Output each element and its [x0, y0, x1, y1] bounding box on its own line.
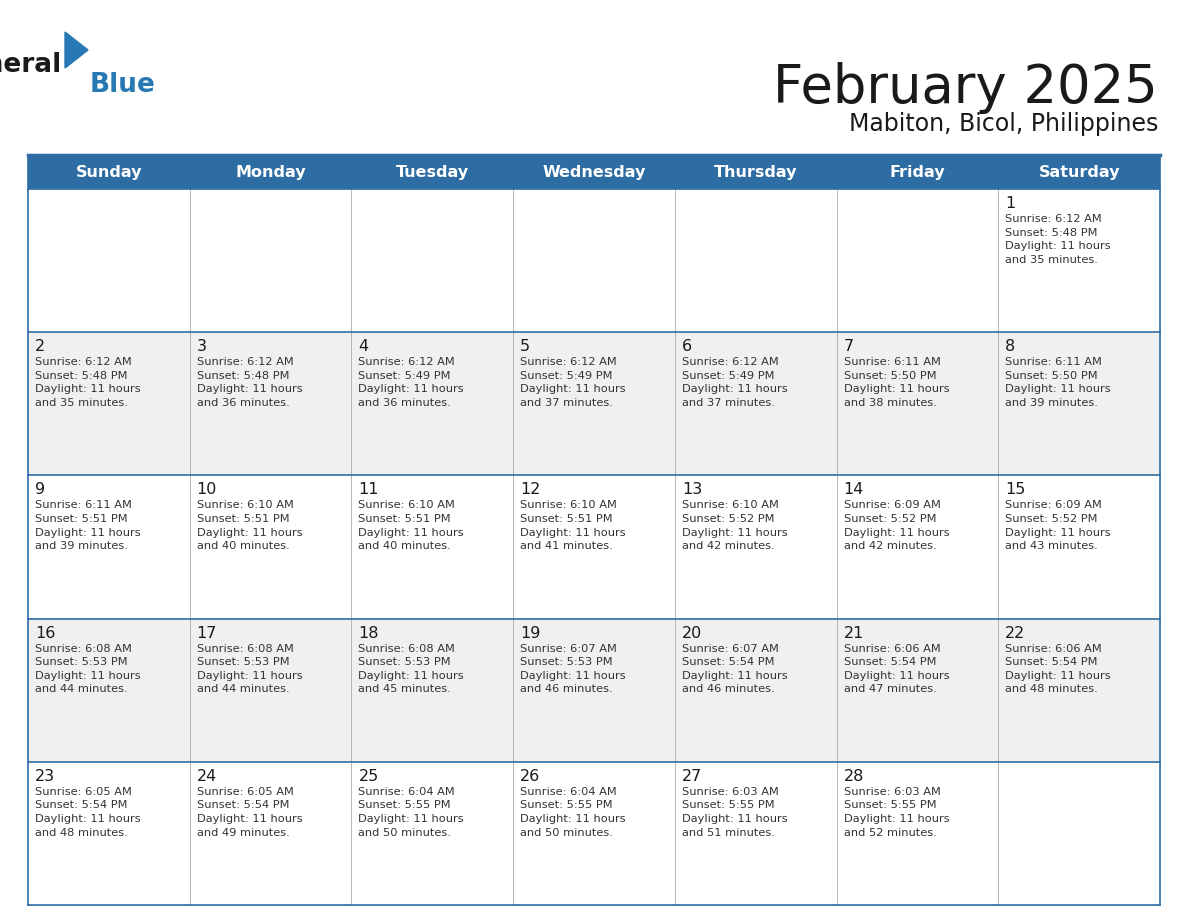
Text: Mabiton, Bicol, Philippines: Mabiton, Bicol, Philippines	[848, 112, 1158, 136]
Text: 7: 7	[843, 339, 854, 354]
Text: 5: 5	[520, 339, 530, 354]
Text: Sunrise: 6:04 AM
Sunset: 5:55 PM
Daylight: 11 hours
and 50 minutes.: Sunrise: 6:04 AM Sunset: 5:55 PM Dayligh…	[520, 787, 626, 837]
Text: Blue: Blue	[90, 72, 156, 98]
Text: 9: 9	[34, 482, 45, 498]
Text: 21: 21	[843, 625, 864, 641]
Text: Sunrise: 6:10 AM
Sunset: 5:51 PM
Daylight: 11 hours
and 40 minutes.: Sunrise: 6:10 AM Sunset: 5:51 PM Dayligh…	[197, 500, 302, 551]
Text: Sunrise: 6:08 AM
Sunset: 5:53 PM
Daylight: 11 hours
and 44 minutes.: Sunrise: 6:08 AM Sunset: 5:53 PM Dayligh…	[197, 644, 302, 694]
Text: Sunrise: 6:12 AM
Sunset: 5:49 PM
Daylight: 11 hours
and 36 minutes.: Sunrise: 6:12 AM Sunset: 5:49 PM Dayligh…	[359, 357, 465, 408]
Text: Sunrise: 6:12 AM
Sunset: 5:48 PM
Daylight: 11 hours
and 36 minutes.: Sunrise: 6:12 AM Sunset: 5:48 PM Dayligh…	[197, 357, 302, 408]
Text: Tuesday: Tuesday	[396, 164, 469, 180]
Text: Sunrise: 6:11 AM
Sunset: 5:51 PM
Daylight: 11 hours
and 39 minutes.: Sunrise: 6:11 AM Sunset: 5:51 PM Dayligh…	[34, 500, 140, 551]
Text: Sunrise: 6:11 AM
Sunset: 5:50 PM
Daylight: 11 hours
and 39 minutes.: Sunrise: 6:11 AM Sunset: 5:50 PM Dayligh…	[1005, 357, 1111, 408]
Text: Sunday: Sunday	[76, 164, 143, 180]
Text: 4: 4	[359, 339, 368, 354]
Text: 12: 12	[520, 482, 541, 498]
Text: Sunrise: 6:12 AM
Sunset: 5:49 PM
Daylight: 11 hours
and 37 minutes.: Sunrise: 6:12 AM Sunset: 5:49 PM Dayligh…	[682, 357, 788, 408]
Text: General: General	[0, 52, 62, 78]
Text: 6: 6	[682, 339, 691, 354]
Text: 19: 19	[520, 625, 541, 641]
Text: Sunrise: 6:05 AM
Sunset: 5:54 PM
Daylight: 11 hours
and 49 minutes.: Sunrise: 6:05 AM Sunset: 5:54 PM Dayligh…	[197, 787, 302, 837]
Bar	[29, 619, 1159, 762]
Text: 18: 18	[359, 625, 379, 641]
Text: Sunrise: 6:12 AM
Sunset: 5:48 PM
Daylight: 11 hours
and 35 minutes.: Sunrise: 6:12 AM Sunset: 5:48 PM Dayligh…	[1005, 214, 1111, 264]
Text: Sunrise: 6:10 AM
Sunset: 5:52 PM
Daylight: 11 hours
and 42 minutes.: Sunrise: 6:10 AM Sunset: 5:52 PM Dayligh…	[682, 500, 788, 551]
Text: Saturday: Saturday	[1038, 164, 1120, 180]
Bar	[29, 762, 1159, 905]
Text: 25: 25	[359, 768, 379, 784]
Polygon shape	[65, 32, 88, 68]
Text: 10: 10	[197, 482, 217, 498]
Text: Sunrise: 6:09 AM
Sunset: 5:52 PM
Daylight: 11 hours
and 43 minutes.: Sunrise: 6:09 AM Sunset: 5:52 PM Dayligh…	[1005, 500, 1111, 551]
Text: 24: 24	[197, 768, 217, 784]
Text: Sunrise: 6:05 AM
Sunset: 5:54 PM
Daylight: 11 hours
and 48 minutes.: Sunrise: 6:05 AM Sunset: 5:54 PM Dayligh…	[34, 787, 140, 837]
Text: Friday: Friday	[890, 164, 946, 180]
Text: 14: 14	[843, 482, 864, 498]
Text: Sunrise: 6:04 AM
Sunset: 5:55 PM
Daylight: 11 hours
and 50 minutes.: Sunrise: 6:04 AM Sunset: 5:55 PM Dayligh…	[359, 787, 465, 837]
Text: Sunrise: 6:03 AM
Sunset: 5:55 PM
Daylight: 11 hours
and 51 minutes.: Sunrise: 6:03 AM Sunset: 5:55 PM Dayligh…	[682, 787, 788, 837]
Bar	[29, 155, 1159, 189]
Text: Sunrise: 6:07 AM
Sunset: 5:53 PM
Daylight: 11 hours
and 46 minutes.: Sunrise: 6:07 AM Sunset: 5:53 PM Dayligh…	[520, 644, 626, 694]
Text: 8: 8	[1005, 339, 1016, 354]
Text: 17: 17	[197, 625, 217, 641]
Text: Sunrise: 6:10 AM
Sunset: 5:51 PM
Daylight: 11 hours
and 40 minutes.: Sunrise: 6:10 AM Sunset: 5:51 PM Dayligh…	[359, 500, 465, 551]
Bar	[29, 189, 1159, 332]
Text: 15: 15	[1005, 482, 1025, 498]
Bar	[29, 476, 1159, 619]
Text: Sunrise: 6:06 AM
Sunset: 5:54 PM
Daylight: 11 hours
and 47 minutes.: Sunrise: 6:06 AM Sunset: 5:54 PM Dayligh…	[843, 644, 949, 694]
Text: Sunrise: 6:12 AM
Sunset: 5:49 PM
Daylight: 11 hours
and 37 minutes.: Sunrise: 6:12 AM Sunset: 5:49 PM Dayligh…	[520, 357, 626, 408]
Text: Sunrise: 6:07 AM
Sunset: 5:54 PM
Daylight: 11 hours
and 46 minutes.: Sunrise: 6:07 AM Sunset: 5:54 PM Dayligh…	[682, 644, 788, 694]
Text: 20: 20	[682, 625, 702, 641]
Text: 28: 28	[843, 768, 864, 784]
Text: February 2025: February 2025	[773, 62, 1158, 114]
Text: Sunrise: 6:12 AM
Sunset: 5:48 PM
Daylight: 11 hours
and 35 minutes.: Sunrise: 6:12 AM Sunset: 5:48 PM Dayligh…	[34, 357, 140, 408]
Text: 1: 1	[1005, 196, 1016, 211]
Text: 16: 16	[34, 625, 56, 641]
Text: 13: 13	[682, 482, 702, 498]
Text: 2: 2	[34, 339, 45, 354]
Text: 27: 27	[682, 768, 702, 784]
Text: Monday: Monday	[235, 164, 305, 180]
Text: Sunrise: 6:10 AM
Sunset: 5:51 PM
Daylight: 11 hours
and 41 minutes.: Sunrise: 6:10 AM Sunset: 5:51 PM Dayligh…	[520, 500, 626, 551]
Bar	[29, 332, 1159, 476]
Text: Sunrise: 6:06 AM
Sunset: 5:54 PM
Daylight: 11 hours
and 48 minutes.: Sunrise: 6:06 AM Sunset: 5:54 PM Dayligh…	[1005, 644, 1111, 694]
Text: 26: 26	[520, 768, 541, 784]
Text: Wednesday: Wednesday	[542, 164, 646, 180]
Text: 22: 22	[1005, 625, 1025, 641]
Text: Sunrise: 6:08 AM
Sunset: 5:53 PM
Daylight: 11 hours
and 44 minutes.: Sunrise: 6:08 AM Sunset: 5:53 PM Dayligh…	[34, 644, 140, 694]
Text: Sunrise: 6:08 AM
Sunset: 5:53 PM
Daylight: 11 hours
and 45 minutes.: Sunrise: 6:08 AM Sunset: 5:53 PM Dayligh…	[359, 644, 465, 694]
Text: 3: 3	[197, 339, 207, 354]
Text: Sunrise: 6:09 AM
Sunset: 5:52 PM
Daylight: 11 hours
and 42 minutes.: Sunrise: 6:09 AM Sunset: 5:52 PM Dayligh…	[843, 500, 949, 551]
Text: Sunrise: 6:03 AM
Sunset: 5:55 PM
Daylight: 11 hours
and 52 minutes.: Sunrise: 6:03 AM Sunset: 5:55 PM Dayligh…	[843, 787, 949, 837]
Text: Sunrise: 6:11 AM
Sunset: 5:50 PM
Daylight: 11 hours
and 38 minutes.: Sunrise: 6:11 AM Sunset: 5:50 PM Dayligh…	[843, 357, 949, 408]
Text: 11: 11	[359, 482, 379, 498]
Text: Thursday: Thursday	[714, 164, 797, 180]
Text: 23: 23	[34, 768, 55, 784]
